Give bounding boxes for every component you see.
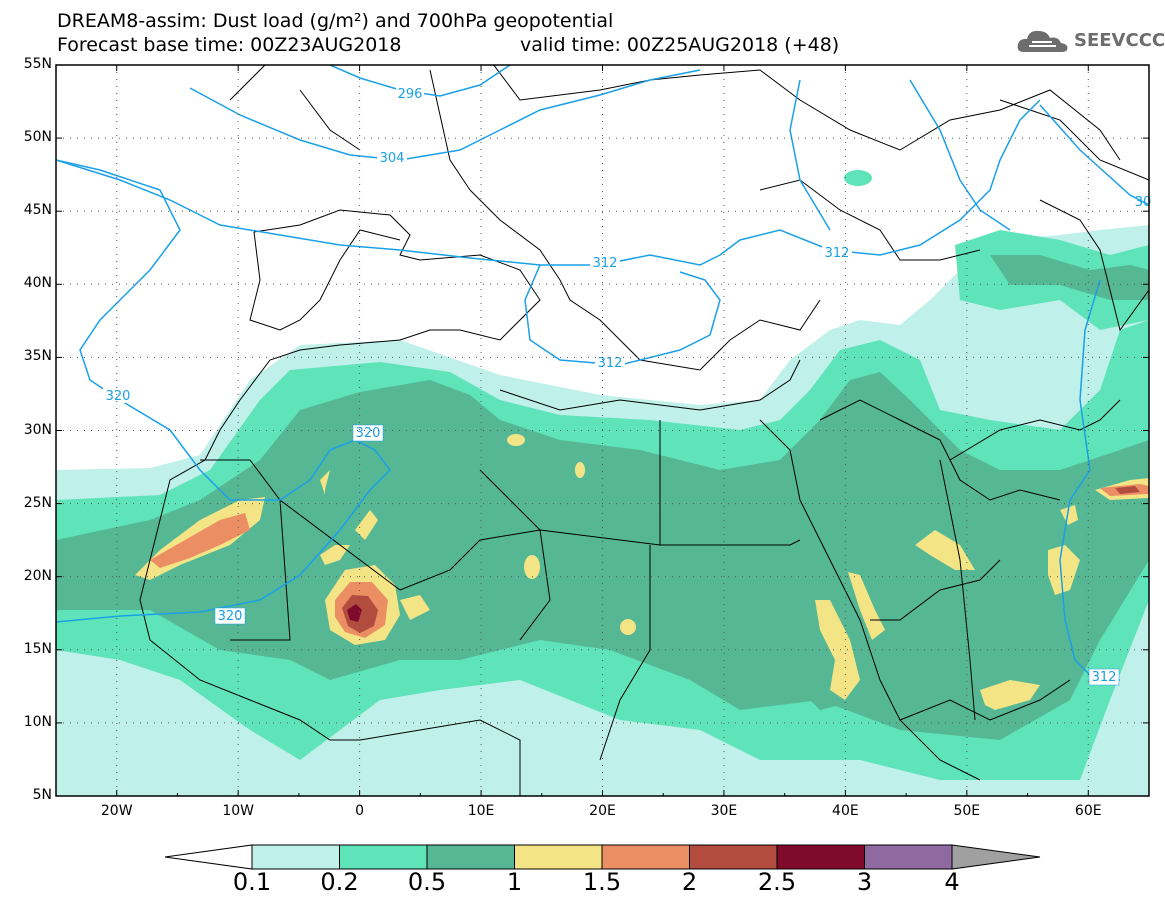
colorbar-label: 4 bbox=[944, 868, 960, 896]
colorbar-right-arrow bbox=[951, 844, 1041, 870]
lat-tick-label: 10N bbox=[23, 713, 52, 730]
colorbar-swatch bbox=[339, 844, 428, 870]
colorbar-swatch bbox=[426, 844, 515, 870]
lat-tick-label: 5N bbox=[32, 787, 52, 803]
contour-label-312-d: 312 bbox=[1092, 670, 1117, 685]
lon-tick-label: 10W bbox=[222, 803, 254, 819]
colorbar-swatch bbox=[864, 844, 953, 870]
colorbar bbox=[164, 844, 1041, 870]
colorbar-swatch bbox=[776, 844, 865, 870]
lat-tick-label: 40N bbox=[23, 275, 52, 292]
lon-tick-label: 20W bbox=[100, 803, 133, 819]
forecast-base-time: Forecast base time: 00Z23AUG2018 bbox=[57, 34, 402, 56]
seevccc-logo: SEEVCCC bbox=[1016, 26, 1165, 56]
lon-tick-label: 0 bbox=[355, 803, 365, 819]
contour-label-30: 30 bbox=[1135, 195, 1152, 210]
contour-label-296: 296 bbox=[398, 87, 423, 102]
colorbar-label: 0.2 bbox=[320, 868, 359, 896]
lat-tick-label: 35N bbox=[23, 348, 52, 365]
colorbar-label: 2.5 bbox=[757, 868, 797, 896]
colorbar-label: 2 bbox=[681, 868, 698, 896]
colorbar-label: 0.1 bbox=[232, 868, 272, 896]
lon-tick-label: 60E bbox=[1074, 803, 1102, 819]
colorbar-left-arrow bbox=[164, 844, 253, 870]
lon-tick-label: 30E bbox=[710, 803, 738, 819]
contour-label-312-b: 312 bbox=[825, 246, 850, 261]
colorbar-swatch bbox=[689, 844, 778, 870]
lon-tick-label: 50E bbox=[953, 803, 981, 819]
dust-level-2-5 bbox=[347, 604, 362, 622]
contour-label-320-c: 320 bbox=[218, 609, 243, 624]
lat-tick-label: 50N bbox=[23, 129, 52, 146]
lat-tick-label: 45N bbox=[23, 202, 52, 219]
grid-lines bbox=[56, 64, 1149, 797]
lon-tick-label: 10E bbox=[467, 803, 495, 819]
axis-ticks bbox=[55, 64, 1150, 797]
colorbar-label: 1.5 bbox=[582, 868, 622, 896]
colorbar-label: 0.5 bbox=[407, 868, 447, 896]
valid-time: valid time: 00Z25AUG2018 (+48) bbox=[520, 34, 840, 56]
lon-tick-label: 20E bbox=[589, 803, 616, 819]
lat-tick-label: 30N bbox=[23, 421, 52, 438]
colorbar-swatch bbox=[251, 844, 340, 870]
map-title: DREAM8-assim: Dust load (g/m²) and 700hP… bbox=[57, 10, 614, 32]
colorbar-swatch bbox=[514, 844, 603, 870]
colorbar-label: 3 bbox=[856, 868, 873, 896]
lat-tick-label: 55N bbox=[23, 56, 52, 72]
lat-tick-label: 15N bbox=[23, 640, 52, 657]
lon-tick-label: 40E bbox=[832, 803, 859, 819]
contour-label-312-a: 312 bbox=[593, 256, 618, 271]
colorbar-label: 1 bbox=[506, 868, 523, 896]
colorbar-swatch bbox=[601, 844, 690, 870]
logo-text: SEEVCCC bbox=[1074, 30, 1165, 51]
lat-tick-label: 25N bbox=[23, 494, 52, 511]
contour-label-304: 304 bbox=[380, 151, 405, 166]
contour-label-312-c: 312 bbox=[598, 356, 623, 371]
lat-tick-label: 20N bbox=[23, 567, 52, 584]
contour-label-320-a: 320 bbox=[106, 389, 131, 404]
contour-label-320-b: 320 bbox=[356, 426, 381, 441]
cloud-icon bbox=[1017, 30, 1068, 52]
